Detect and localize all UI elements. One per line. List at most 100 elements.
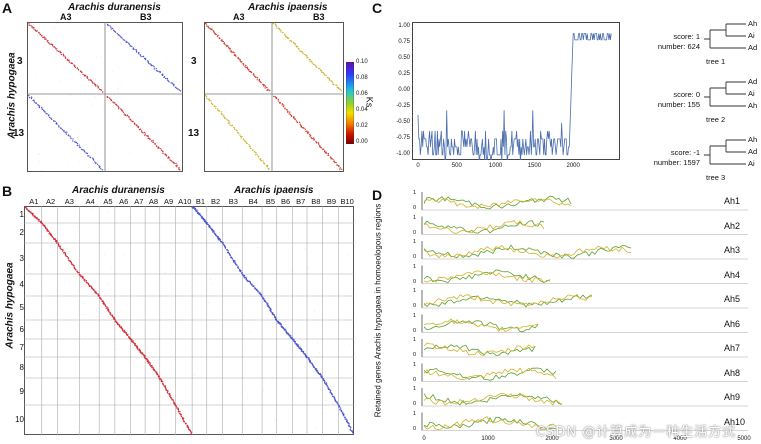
synteny-dot-red <box>147 360 149 363</box>
synteny-dot-red <box>281 104 283 106</box>
synteny-dot-red <box>190 434 193 435</box>
noise-dot <box>210 284 212 285</box>
synteny-dot-red <box>149 138 151 140</box>
panel-a-col-label-b3: B3 <box>140 12 152 22</box>
synteny-dot-red <box>97 87 99 89</box>
synteny-dot-red <box>106 306 108 308</box>
synteny-dot-red <box>287 111 289 113</box>
synteny-dot-blue <box>78 144 80 146</box>
panel-a-row-label-13: 13 <box>13 128 25 139</box>
synteny-dot-red <box>30 24 32 27</box>
panel-a-row-label-3: 3 <box>17 56 23 67</box>
noise-dot <box>309 126 311 127</box>
synteny-dot-red <box>55 240 58 243</box>
synteny-dot-blue <box>280 323 282 326</box>
synteny-dot-blue <box>163 76 166 78</box>
synteny-dot-red <box>248 69 250 71</box>
synteny-dot-red <box>307 132 309 135</box>
retention-line-yellow <box>423 220 545 234</box>
noise-dot <box>62 66 64 67</box>
synteny-dot-red <box>235 55 237 57</box>
synteny-dot-red <box>158 377 161 379</box>
synteny-dot-red <box>309 134 312 137</box>
synteny-dot-blue <box>312 365 314 367</box>
synteny-dot-blue <box>158 70 160 73</box>
synteny-dot-yellow <box>310 60 313 62</box>
noise-dot <box>334 136 336 137</box>
synteny-dot-blue <box>264 301 267 303</box>
synteny-dot-yellow <box>239 134 241 136</box>
noise-dot <box>171 150 173 152</box>
synteny-dot-red <box>171 161 173 163</box>
synteny-dot-blue <box>299 346 301 348</box>
synteny-dot-red <box>254 75 256 78</box>
noise-dot <box>133 132 135 133</box>
panel-c-y-tick: -0.75 <box>396 134 410 141</box>
noise-dot <box>122 253 124 255</box>
synteny-dot-red <box>154 143 157 145</box>
synteny-dot-blue <box>340 410 343 413</box>
synteny-dot-red <box>113 318 115 320</box>
synteny-dot-red <box>115 321 118 324</box>
noise-dot <box>39 31 41 33</box>
synteny-dot-blue <box>236 264 238 266</box>
noise-dot <box>62 146 64 147</box>
synteny-dot-red <box>183 421 186 423</box>
noise-dot <box>149 42 151 43</box>
panel-a-left-title: Arachis duranensis <box>68 2 161 13</box>
synteny-dot-red <box>184 423 187 425</box>
synteny-dot-red <box>175 405 177 408</box>
synteny-dot-red <box>50 234 52 237</box>
synteny-dot-red <box>336 164 338 166</box>
synteny-dot-red <box>321 148 324 150</box>
noise-dot <box>120 81 122 83</box>
synteny-dot-blue <box>63 131 65 133</box>
synteny-dot-red <box>53 238 55 241</box>
tree-score: score: -1 <box>670 148 700 157</box>
synteny-dot-blue <box>288 333 290 336</box>
synteny-dot-red <box>40 222 43 224</box>
noise-dot <box>118 92 119 93</box>
synteny-dot-red <box>179 169 181 171</box>
panel-b-col-label: B9 <box>326 197 337 206</box>
panel-d-row-tick: 1 <box>413 361 417 368</box>
synteny-dot-red <box>264 87 266 89</box>
noise-dot <box>119 310 121 312</box>
synteny-dot-yellow <box>280 31 282 33</box>
noise-dot <box>249 331 251 333</box>
synteny-dot-blue <box>274 317 277 319</box>
synteny-dot-blue <box>257 290 259 292</box>
noise-dot <box>327 28 329 30</box>
synteny-dot-yellow <box>318 67 321 70</box>
noise-dot <box>330 141 332 143</box>
noise-dot <box>96 316 97 318</box>
synteny-dot-blue <box>98 165 100 167</box>
synteny-dot-red <box>144 133 146 135</box>
panel-b-row-label: 3 <box>19 253 24 263</box>
panel-d-row-label: Ah8 <box>724 367 741 378</box>
synteny-dot-red <box>76 270 79 272</box>
synteny-dot-red <box>98 295 100 297</box>
noise-dot <box>338 37 340 39</box>
noise-dot <box>78 306 80 308</box>
synteny-dot-blue <box>325 382 328 384</box>
noise-dot <box>321 63 323 65</box>
synteny-dot-red <box>46 40 48 42</box>
synteny-dot-red <box>60 53 62 56</box>
synteny-dot-red <box>339 167 341 169</box>
synteny-dot-red <box>62 53 64 55</box>
synteny-dot-blue <box>139 54 141 56</box>
noise-dot <box>84 335 86 337</box>
synteny-dot-yellow <box>295 45 298 47</box>
noise-dot <box>110 266 112 268</box>
synteny-dot-blue <box>74 141 76 143</box>
synteny-dot-blue <box>30 97 33 100</box>
synteny-dot-blue <box>148 62 150 65</box>
synteny-dot-red <box>46 228 48 230</box>
synteny-dot-yellow <box>340 90 343 92</box>
colorbar-tick-3: 0.04 <box>356 107 368 113</box>
synteny-dot-yellow <box>279 28 281 31</box>
synteny-dot-blue <box>300 350 303 352</box>
noise-dot <box>68 136 70 138</box>
synteny-dot-blue <box>243 274 246 277</box>
